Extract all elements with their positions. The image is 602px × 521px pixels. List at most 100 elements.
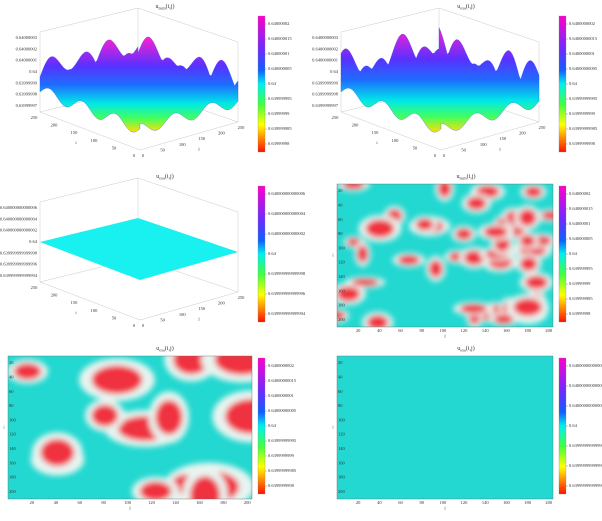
title-part: (i,j) — [166, 3, 175, 10]
i-tick-label: 20 — [338, 188, 343, 193]
j-tick-label: 250 — [238, 295, 246, 300]
colorbar — [257, 15, 266, 153]
title-part: (i,j) — [467, 173, 476, 180]
colorbar — [558, 185, 567, 323]
j-tick-label: 160 — [196, 500, 204, 505]
colorbar-label: 0.640000000000004 — [569, 383, 602, 388]
panel-title: unum(i,j) — [457, 173, 476, 180]
z-tick-label: 0.6400000003 — [312, 35, 339, 40]
peak — [357, 245, 368, 263]
i-tick-label: 140 — [338, 274, 346, 279]
axis-edge — [39, 177, 139, 203]
y-axis-label: i — [332, 253, 334, 258]
j-tick-label: 200 — [218, 301, 226, 306]
j-tick-label: 140 — [482, 500, 490, 505]
z-tick-label: 0.6400000002 — [312, 46, 338, 51]
colorbar-label: 0.64000000015 — [268, 378, 297, 383]
peak — [459, 304, 488, 314]
i-tick-label: 0 — [434, 153, 437, 158]
peak — [91, 404, 119, 427]
panel-title: uexa(i,j) — [156, 345, 173, 352]
j-tick-label: 20 — [356, 328, 361, 333]
peak — [429, 260, 443, 278]
j-tick-label: 120 — [461, 500, 469, 505]
i-tick-label: 40 — [338, 202, 343, 207]
colorbar-label: 0.64000000005 — [268, 408, 297, 413]
i-tick-label: 100 — [392, 138, 400, 143]
title-part: u — [156, 174, 159, 180]
i-tick-label: 60 — [9, 389, 14, 394]
z-tick-label: 0.6399999997 — [312, 103, 339, 108]
z-tick-label: 0.639999999999996 — [0, 262, 38, 267]
z-tick-label: 0.64 — [29, 239, 38, 244]
x-axis-label: j — [197, 316, 199, 321]
j-tick-label: 160 — [503, 500, 511, 505]
peak — [367, 315, 389, 327]
title-part: (i,j) — [165, 345, 174, 352]
peak — [190, 476, 221, 499]
j-tick-label: 20 — [356, 500, 361, 505]
peak — [351, 278, 379, 287]
panel: uexa(i,j) 0.640000000000006 0.640000000000… — [332, 345, 602, 510]
axis-edge — [438, 7, 540, 43]
z-tick-label: 0.640000000000006 — [0, 205, 38, 210]
peak — [520, 235, 536, 247]
blobs — [8, 356, 252, 499]
j-tick-label: 200 — [545, 328, 553, 333]
i-tick-label: 180 — [338, 303, 346, 308]
j-tick-label: 120 — [461, 328, 469, 333]
peak — [524, 186, 543, 198]
j-tick-label: 100 — [440, 500, 448, 505]
colorbar-label: 0.63999998 — [268, 141, 290, 146]
panel-title: uexa(i,j) — [457, 3, 474, 10]
title-part: u — [457, 4, 460, 10]
colorbar-label: 0.640000015 — [268, 36, 292, 41]
j-tick-label: 250 — [539, 125, 547, 130]
colorbar-label: 0.6399999998 — [268, 483, 295, 488]
plot-frame — [336, 355, 554, 500]
title-part: u — [156, 4, 159, 10]
panel: uexa(i,j)0.64000000020.640000000150.6400… — [3, 345, 297, 510]
j-tick-label: 0 — [142, 323, 145, 328]
colorbar-label: 0.640000005 — [569, 236, 593, 241]
z-tick-label: 0.639999999999994 — [0, 273, 38, 278]
j-tick-label: 100 — [124, 500, 132, 505]
colorbar-label: 0.63999999995 — [569, 96, 598, 101]
j-tick-label: 150 — [198, 136, 206, 141]
j-tick-label: 100 — [179, 142, 187, 147]
colorbar-label: 0.63999999 — [569, 281, 591, 286]
z-tick-label: 0.6399999998 — [312, 92, 339, 97]
j-tick-label: 150 — [198, 306, 206, 311]
colorbar-label: 0.639999995 — [569, 266, 593, 271]
peak — [139, 481, 172, 499]
j-tick-label: 80 — [419, 500, 424, 505]
peak — [173, 356, 210, 375]
peak — [155, 400, 183, 435]
x-axis-label: j — [443, 505, 445, 510]
i-tick-label: 200 — [338, 489, 346, 494]
colorbar-label: 0.6400000001 — [268, 393, 294, 398]
title-part: (i,j) — [165, 173, 174, 180]
colorbar-label: 0.6400000001 — [569, 51, 595, 56]
title-part: (i,j) — [466, 345, 475, 352]
peak — [397, 255, 420, 265]
peak — [464, 250, 484, 266]
title-part: exa — [159, 347, 165, 352]
i-tick-label: 120 — [338, 260, 346, 265]
colorbar-label: 0.639999985 — [268, 126, 292, 131]
i-tick-label: 100 — [338, 417, 346, 422]
panel-title: uexa(i,j) — [156, 173, 173, 180]
axis-edge — [39, 7, 139, 33]
panel: uexa(i,j)0.64000000020.640000000150.6400… — [312, 3, 598, 158]
z-tick-label: 0.63999998 — [16, 92, 38, 97]
j-tick-label: 80 — [419, 328, 424, 333]
y-axis-label: i — [376, 140, 378, 145]
j-tick-label: 150 — [499, 136, 507, 141]
j-tick-label: 50 — [160, 317, 165, 322]
i-tick-label: 120 — [338, 432, 346, 437]
j-tick-label: 50 — [461, 147, 466, 152]
peak — [40, 439, 75, 466]
peak — [225, 399, 252, 434]
heatmap — [8, 356, 252, 499]
